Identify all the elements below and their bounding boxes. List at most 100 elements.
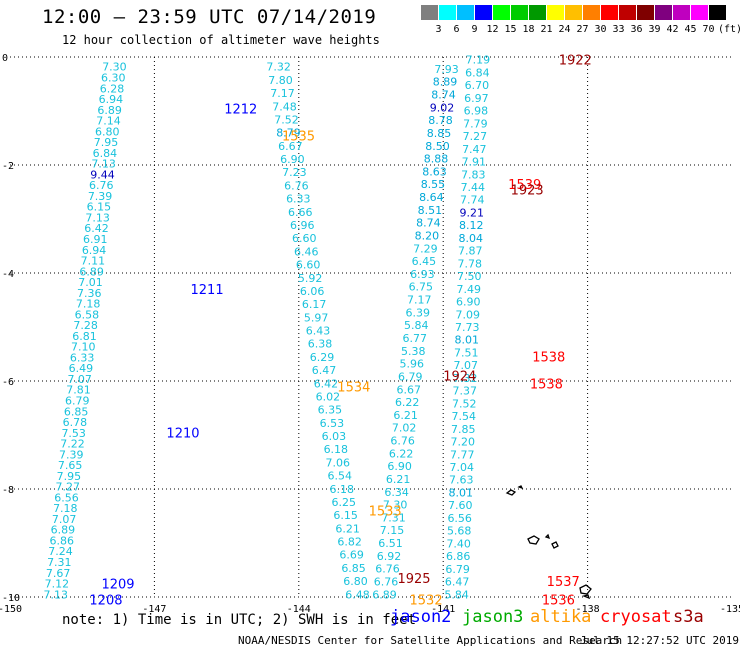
pass-label: 1534 (337, 380, 370, 395)
wave-height-value: 6.67 (278, 140, 303, 153)
x-tick-label: -141 (431, 604, 455, 615)
wave-height-value: 6.21 (386, 473, 411, 486)
pass-label: 1925 (397, 572, 430, 587)
wave-height-value: 6.39 (406, 306, 431, 319)
legend-label: 36 (630, 24, 643, 35)
wave-height-value: 6.48 (345, 588, 370, 601)
wave-height-value: 6.30 (101, 71, 126, 84)
wave-height-value: 6.94 (99, 93, 124, 106)
wave-height-value: 8.50 (425, 140, 450, 153)
wave-height-value: 6.45 (412, 255, 437, 268)
satellite-name: cryosat (600, 607, 672, 627)
wave-height-value: 7.39 (59, 448, 84, 461)
credit-line: NOAA/NESDIS Center for Satellite Applica… (238, 634, 623, 647)
legend-swatch (475, 5, 492, 20)
wave-height-value: 7.31 (381, 511, 406, 524)
wave-height-value: 6.46 (294, 245, 319, 258)
wave-height-value: 6.94 (82, 244, 107, 257)
wave-height-value: 6.79 (65, 394, 90, 407)
y-tick-label: -4 (2, 269, 14, 280)
island-outlines (505, 485, 592, 600)
legend-swatch (529, 5, 546, 20)
wave-height-value: 7.15 (380, 524, 405, 537)
plot-axes: -150 -147 -144 -141 -138 -135 0 -2 -4 -6 -8 -10 (0, 53, 740, 615)
wave-height-value: 7.10 (71, 341, 96, 354)
wave-height-value: 6.66 (288, 206, 313, 219)
pass-label: 1923 (511, 183, 544, 198)
wave-height-value: 7.85 (451, 423, 476, 436)
wave-height-value: 9.21 (460, 206, 485, 219)
legend-swatch (637, 5, 654, 20)
wave-height-value: 6.43 (306, 325, 331, 338)
pass-label: 1536 (542, 594, 575, 609)
pass-label: 1539 (508, 178, 541, 193)
pass-label: 1533 (369, 505, 402, 520)
wave-height-value: 5.68 (447, 525, 472, 538)
wave-height-value: 8.74 (431, 89, 456, 102)
wave-height-value: 6.42 (314, 377, 339, 390)
pass-label: 1532 (410, 594, 443, 609)
island-outline (544, 533, 551, 540)
wave-height-value: 6.15 (333, 509, 358, 522)
wave-height-value: 6.18 (329, 483, 354, 496)
legend-label: 6 (453, 24, 460, 35)
legend-swatch (691, 5, 708, 20)
wave-height-value: 7.48 (272, 100, 297, 113)
wave-height-value: 7.36 (77, 287, 102, 300)
wave-height-value: 8.88 (424, 153, 449, 166)
wave-height-value: 7.04 (449, 461, 474, 474)
wave-height-value: 7.07 (454, 359, 479, 372)
wave-height-value: 7.52 (274, 113, 299, 126)
wave-height-value: 8.51 (418, 204, 443, 217)
wave-height-value: 6.85 (64, 405, 89, 418)
wave-height-value: 6.42 (84, 222, 109, 235)
wave-height-value: 6.82 (337, 536, 362, 549)
wave-height-value: 7.39 (88, 190, 113, 203)
chart-title: 12:00 – 23:59 UTC 07/14/2019 (42, 6, 377, 28)
wave-height-value: 7.24 (48, 545, 73, 558)
wave-height-value: 5.97 (304, 311, 329, 324)
wave-height-value: 8.89 (433, 76, 458, 89)
wave-height-value: 7.28 (73, 319, 98, 332)
wave-height-value: 6.53 (320, 417, 345, 430)
pass-label: 1535 (282, 129, 315, 144)
pass-label: 1209 (101, 578, 134, 593)
wave-height-value: 6.33 (70, 351, 95, 364)
wave-height-value: 7.51 (454, 346, 479, 359)
legend-label: 24 (558, 24, 571, 35)
wave-height-value: 7.87 (458, 245, 483, 258)
wave-height-value: 8.01 (448, 486, 473, 499)
wave-height-value: 7.30 (102, 61, 127, 74)
wave-height-value: 7.07 (67, 373, 92, 386)
y-tick-label: -10 (2, 593, 20, 604)
wave-height-value: 6.47 (312, 364, 337, 377)
wave-height-value: 6.78 (63, 416, 88, 429)
wave-height-value: 6.03 (322, 430, 347, 443)
wave-height-value: 7.60 (448, 499, 473, 512)
wave-height-value: 7.29 (413, 242, 438, 255)
wave-height-value: 6.21 (335, 522, 360, 535)
wave-height-value: 6.90 (280, 153, 305, 166)
wave-height-value: 6.29 (310, 351, 335, 364)
wave-height-value: 5.92 (298, 272, 323, 285)
pass-label: 1924 (443, 370, 476, 385)
x-tick-label: -144 (287, 604, 311, 615)
wave-height-value: 7.73 (455, 321, 480, 334)
wave-height-value: 7.30 (383, 499, 408, 512)
wave-height-value: 7.06 (326, 456, 351, 469)
chart-subtitle: 12 hour collection of altimeter wave hei… (62, 33, 380, 47)
wave-height-value: 6.80 (343, 575, 368, 588)
wave-height-value: 6.34 (384, 486, 409, 499)
satellite-name: s3a (673, 607, 704, 627)
wave-height-value: 8.74 (416, 217, 441, 230)
legend-label: 21 (540, 24, 553, 35)
wave-height-value: 7.19 (466, 54, 491, 67)
wave-height-value: 6.89 (372, 588, 397, 601)
wave-height-value: 7.14 (96, 115, 121, 128)
legend-swatch (655, 5, 672, 20)
y-tick-label: 0 (2, 53, 8, 64)
wave-height-value: 8.20 (415, 229, 440, 242)
wave-height-value: 7.13 (85, 211, 110, 224)
wave-height-value: 6.18 (324, 443, 349, 456)
wave-height-value: 6.25 (331, 496, 356, 509)
